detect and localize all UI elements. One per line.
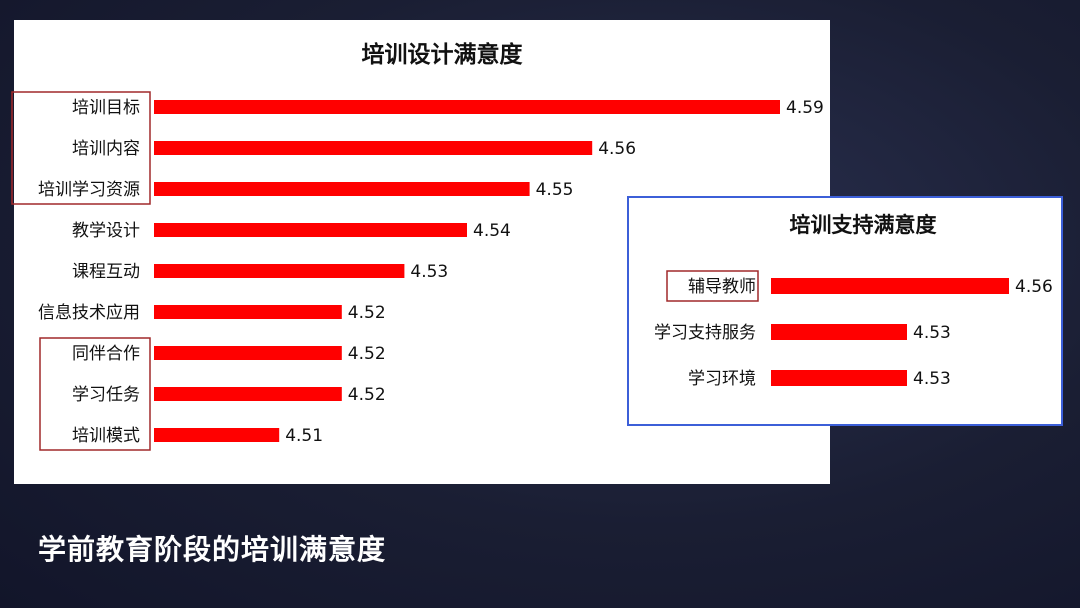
design-value-label: 4.52 <box>348 344 386 364</box>
design-value-label: 4.52 <box>348 303 386 323</box>
design-bar <box>154 182 530 196</box>
support-highlight-box <box>666 270 759 302</box>
design-value-label: 4.53 <box>410 262 448 282</box>
support-value-label: 4.53 <box>913 323 951 343</box>
design-bar <box>154 141 593 155</box>
design-highlight-box <box>39 337 151 451</box>
design-category-label: 课程互动 <box>72 262 140 282</box>
page-title: 学前教育阶段的培训满意度 <box>38 533 387 566</box>
design-category-label: 培训学习资源 <box>38 180 140 200</box>
design-category-label: 同伴合作 <box>72 344 140 364</box>
design-value-label: 4.56 <box>598 139 636 159</box>
design-category-label: 学习任务 <box>72 385 140 405</box>
support-category-label: 学习环境 <box>688 369 756 389</box>
design-bar <box>154 100 780 114</box>
design-category-label: 培训目标 <box>72 98 140 118</box>
design-category-label: 培训内容 <box>72 139 140 159</box>
support-bar <box>771 324 907 340</box>
support-value-label: 4.56 <box>1015 277 1053 297</box>
support-value-label: 4.53 <box>913 369 951 389</box>
design-category-label: 教学设计 <box>72 221 140 241</box>
design-value-label: 4.51 <box>285 426 323 446</box>
support-bar <box>771 278 1009 294</box>
design-category-label: 培训模式 <box>72 426 140 446</box>
design-bar <box>154 223 467 237</box>
support-panel-border <box>627 196 1063 426</box>
design-value-label: 4.55 <box>536 180 574 200</box>
design-bar <box>154 387 342 401</box>
support-chart-title: 培训支持满意度 <box>790 213 937 237</box>
support-chart-panel <box>628 197 1062 425</box>
design-bar <box>154 428 280 442</box>
support-category-label: 学习支持服务 <box>654 323 756 343</box>
support-bar <box>771 370 907 386</box>
design-value-label: 4.59 <box>786 98 824 118</box>
support-category-label: 辅导教师 <box>688 277 756 297</box>
design-highlight-box <box>11 91 151 205</box>
design-value-label: 4.52 <box>348 385 386 405</box>
design-bar <box>154 264 405 278</box>
design-value-label: 4.54 <box>473 221 511 241</box>
design-bar <box>154 346 342 360</box>
design-bar <box>154 305 342 319</box>
design-chart-title: 培训设计满意度 <box>362 41 524 68</box>
design-category-label: 信息技术应用 <box>38 303 140 323</box>
